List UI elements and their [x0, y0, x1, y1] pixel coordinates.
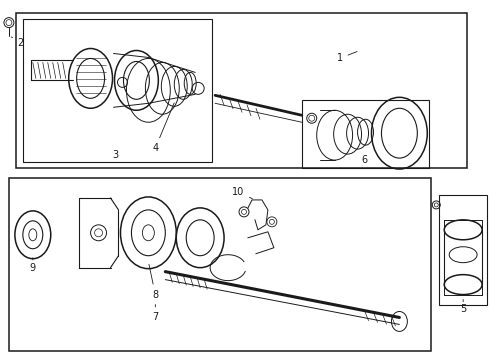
Text: 10: 10: [232, 187, 252, 199]
Text: 8: 8: [149, 264, 158, 300]
Text: 9: 9: [30, 258, 36, 273]
Text: 1: 1: [337, 51, 357, 63]
Text: 2: 2: [11, 37, 24, 48]
Text: 5: 5: [460, 300, 466, 315]
Text: 6: 6: [362, 155, 368, 165]
Text: 3: 3: [112, 150, 119, 160]
Text: 4: 4: [152, 103, 174, 153]
Text: 7: 7: [152, 305, 158, 323]
